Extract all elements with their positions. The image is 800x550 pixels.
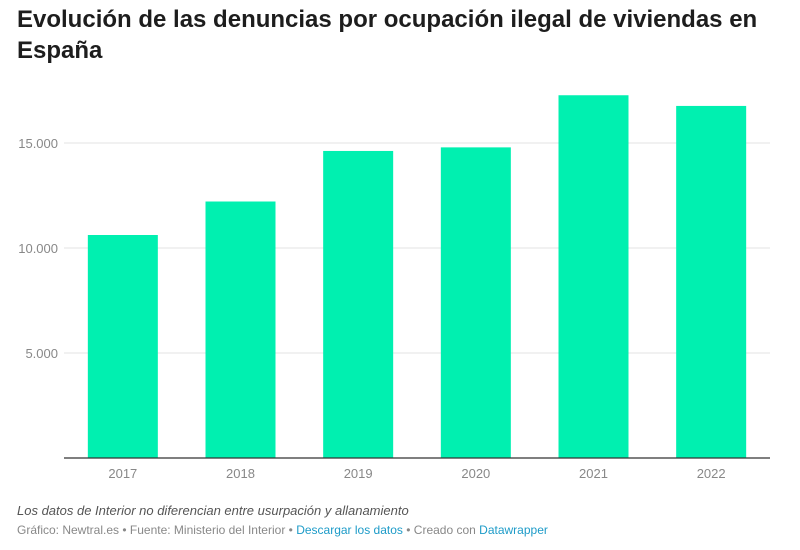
source: Fuente: Ministerio del Interior [129, 523, 286, 537]
x-tick-label: 2022 [697, 466, 726, 481]
y-tick-label: 5.000 [25, 346, 58, 361]
x-tick-label: 2021 [579, 466, 608, 481]
bar-2022 [676, 105, 747, 458]
download-data-link[interactable]: Descargar los datos [296, 523, 403, 537]
bar-2018 [205, 201, 276, 459]
chart-footer: Gráfico: Newtral.es • Fuente: Ministerio… [17, 523, 548, 537]
x-tick-label: 2019 [344, 466, 373, 481]
separator: • [285, 523, 297, 537]
credit: Gráfico: Newtral.es [17, 523, 120, 537]
separator: • [402, 523, 414, 537]
separator: • [119, 523, 130, 537]
chart-note: Los datos de Interior no diferencian ent… [17, 503, 409, 518]
bar-2019 [323, 150, 394, 459]
bar-chart: 5.000 10.000 15.000 2017 2018 2019 2020 2021 202… [18, 95, 770, 481]
bar-2021 [558, 95, 629, 458]
created-with: Creado con [413, 523, 480, 537]
x-tick-label: 2018 [226, 466, 255, 481]
chart-title: Evolución de las denuncias por ocupación… [17, 6, 758, 64]
bar-2020 [440, 147, 511, 459]
x-tick-label: 2017 [108, 466, 137, 481]
y-tick-label: 15.000 [18, 136, 58, 151]
x-tick-label: 2020 [461, 466, 490, 481]
bar-2017 [87, 235, 158, 458]
y-tick-label: 10.000 [18, 241, 58, 256]
datawrapper-link[interactable]: Datawrapper [479, 523, 548, 537]
